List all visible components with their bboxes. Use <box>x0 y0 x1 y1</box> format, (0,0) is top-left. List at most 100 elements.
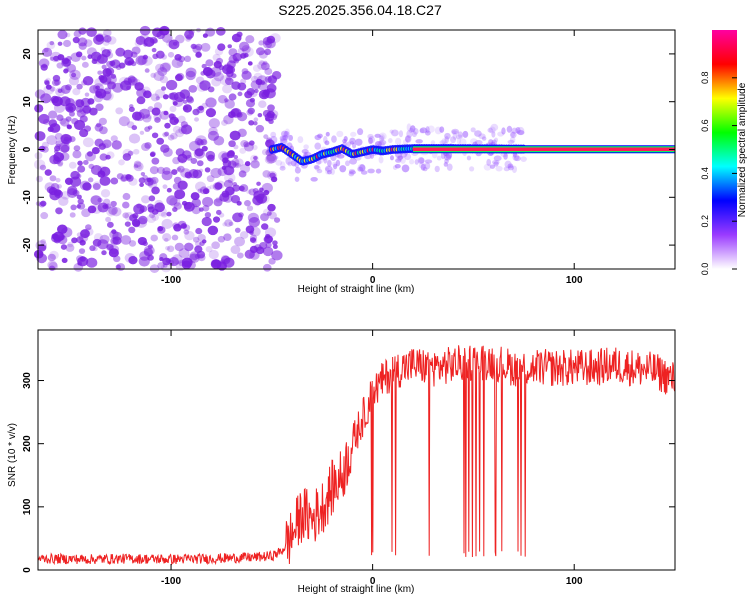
noise-blob <box>49 190 61 201</box>
trace-haze-blob <box>444 136 449 144</box>
noise-blob <box>172 207 178 212</box>
noise-blob <box>138 177 146 184</box>
trace-haze-blob <box>470 138 478 145</box>
noise-blob <box>128 240 137 247</box>
noise-blob <box>92 183 101 191</box>
noise-blob <box>165 39 175 47</box>
noise-blob <box>157 262 165 270</box>
trace-haze-blob <box>389 129 394 134</box>
noise-blob <box>68 161 77 169</box>
trace-haze-blob <box>285 157 292 165</box>
colorbar-tick-label: 0.4 <box>700 167 710 180</box>
noise-blob <box>99 75 108 84</box>
noise-blob <box>191 43 198 50</box>
noise-blob <box>162 184 168 189</box>
noise-blob <box>95 122 102 128</box>
noise-blob <box>201 216 212 227</box>
noise-blob <box>185 34 193 41</box>
noise-blob <box>228 221 234 227</box>
noise-blob <box>144 68 150 73</box>
noise-blob <box>245 99 256 108</box>
noise-blob <box>189 140 201 152</box>
noise-blob <box>73 145 81 152</box>
trace-haze-blob <box>490 123 499 132</box>
y-tick-label: 0 <box>22 146 33 152</box>
noise-blob <box>214 47 224 56</box>
noise-blob <box>258 50 268 59</box>
noise-blob <box>244 91 253 99</box>
noise-blob <box>172 41 178 46</box>
noise-blob <box>231 33 242 43</box>
noise-blob <box>182 99 188 104</box>
trace-haze-blob <box>451 128 460 134</box>
noise-blob <box>198 207 204 212</box>
noise-blob <box>249 226 261 237</box>
trace-haze-blob <box>503 166 510 172</box>
noise-blob <box>264 227 277 238</box>
trace-haze-blob <box>459 138 467 147</box>
noise-blob <box>162 94 169 100</box>
noise-blob <box>115 264 121 270</box>
snr-plot-area <box>38 330 675 570</box>
noise-blob <box>250 154 259 163</box>
noise-blob <box>161 86 167 91</box>
trace-haze-blob <box>478 133 486 140</box>
noise-blob <box>49 98 55 104</box>
noise-blob <box>57 161 63 167</box>
noise-blob <box>190 43 197 50</box>
noise-blob <box>56 62 64 69</box>
noise-blob <box>156 166 165 174</box>
trace-haze-blob <box>398 130 404 138</box>
noise-blob <box>124 57 134 66</box>
noise-blob <box>184 230 195 241</box>
trace-haze-blob <box>504 160 512 169</box>
y-tick-label: 10 <box>22 96 33 108</box>
noise-blob <box>155 63 165 73</box>
noise-blob <box>265 233 271 239</box>
noise-blob <box>149 36 158 44</box>
noise-blob <box>174 242 184 252</box>
noise-blob <box>167 245 175 253</box>
noise-blob <box>50 234 61 243</box>
noise-blob <box>262 36 272 46</box>
trace-haze-blob <box>333 163 338 170</box>
noise-blob <box>138 256 150 267</box>
trace-haze-blob <box>439 140 446 145</box>
noise-blob <box>272 240 278 246</box>
trace-haze-blob <box>394 164 401 169</box>
noise-blob <box>111 140 122 150</box>
trace-haze-blob <box>349 137 356 145</box>
noise-blob <box>149 166 159 175</box>
trace-haze-blob <box>451 129 457 135</box>
noise-blob <box>53 152 65 162</box>
noise-blob <box>230 245 241 255</box>
noise-blob <box>139 205 148 213</box>
trace-haze-blob <box>491 130 496 138</box>
noise-blob <box>87 98 95 105</box>
noise-blob <box>227 149 235 157</box>
noise-blob <box>188 29 195 35</box>
noise-blob <box>47 126 54 133</box>
noise-blob <box>264 67 273 76</box>
trace-haze-blob <box>294 166 301 174</box>
trace-haze-blob <box>451 130 459 136</box>
noise-blob <box>43 85 55 95</box>
y-tick-label: 100 <box>22 498 33 515</box>
noise-blob <box>223 179 234 189</box>
noise-blob <box>204 212 212 218</box>
noise-blob <box>68 76 80 86</box>
noise-blob <box>38 113 50 124</box>
noise-blob <box>85 224 92 231</box>
trace-haze-blob <box>350 131 357 137</box>
trace-haze-blob <box>287 161 292 167</box>
noise-blob <box>127 75 136 83</box>
noise-blob <box>40 239 46 245</box>
noise-blob <box>184 171 192 179</box>
noise-blob <box>212 216 221 223</box>
noise-blob <box>166 211 172 217</box>
noise-blob <box>205 97 217 108</box>
trace-haze-blob <box>507 163 514 169</box>
noise-blob <box>222 84 233 94</box>
noise-blob <box>168 257 179 267</box>
noise-blob <box>110 177 119 185</box>
